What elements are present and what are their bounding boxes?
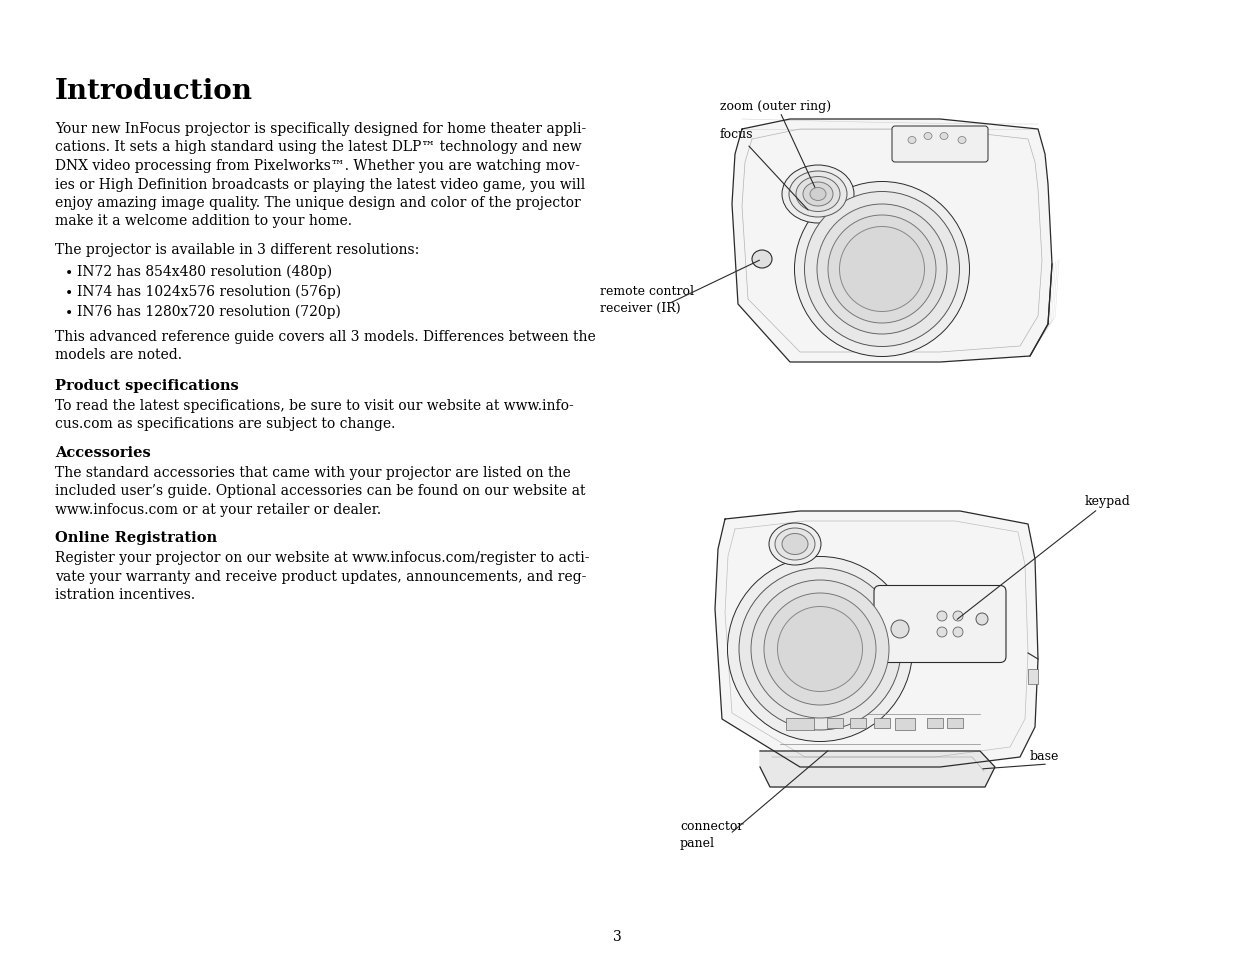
Text: Your new InFocus projector is specifically designed for home theater appli-: Your new InFocus projector is specifical… xyxy=(56,122,587,136)
Bar xyxy=(827,719,844,728)
Ellipse shape xyxy=(778,607,862,692)
Text: focus: focus xyxy=(720,128,753,141)
Text: enjoy amazing image quality. The unique design and color of the projector: enjoy amazing image quality. The unique … xyxy=(56,195,580,210)
Text: To read the latest specifications, be sure to visit our website at www.info-: To read the latest specifications, be su… xyxy=(56,398,574,413)
FancyBboxPatch shape xyxy=(874,586,1007,662)
Polygon shape xyxy=(760,751,995,787)
Text: IN72 has 854x480 resolution (480p): IN72 has 854x480 resolution (480p) xyxy=(77,265,332,279)
Text: The projector is available in 3 different resolutions:: The projector is available in 3 differen… xyxy=(56,243,419,256)
FancyBboxPatch shape xyxy=(892,127,988,163)
Text: •: • xyxy=(65,267,73,281)
Text: ies or High Definition broadcasts or playing the latest video game, you will: ies or High Definition broadcasts or pla… xyxy=(56,177,585,192)
Text: included user’s guide. Optional accessories can be found on our website at: included user’s guide. Optional accessor… xyxy=(56,484,585,498)
Text: www.infocus.com or at your retailer or dealer.: www.infocus.com or at your retailer or d… xyxy=(56,502,382,517)
Bar xyxy=(850,719,866,728)
Ellipse shape xyxy=(782,166,853,224)
Ellipse shape xyxy=(908,137,916,144)
Ellipse shape xyxy=(739,568,902,730)
Ellipse shape xyxy=(890,620,909,639)
Bar xyxy=(895,719,915,730)
Ellipse shape xyxy=(940,133,948,140)
Ellipse shape xyxy=(953,612,963,621)
Polygon shape xyxy=(732,120,1052,363)
Ellipse shape xyxy=(776,529,815,560)
Text: 3: 3 xyxy=(613,929,621,943)
Ellipse shape xyxy=(769,523,821,565)
Ellipse shape xyxy=(937,627,947,638)
Text: vate your warranty and receive product updates, announcements, and reg-: vate your warranty and receive product u… xyxy=(56,569,587,583)
Text: •: • xyxy=(65,307,73,320)
Text: models are noted.: models are noted. xyxy=(56,348,182,362)
Polygon shape xyxy=(715,512,1037,767)
Text: Online Registration: Online Registration xyxy=(56,531,217,545)
Text: Product specifications: Product specifications xyxy=(56,378,238,393)
Bar xyxy=(785,719,814,730)
Ellipse shape xyxy=(751,580,889,719)
Ellipse shape xyxy=(976,614,988,625)
Ellipse shape xyxy=(797,177,840,213)
Ellipse shape xyxy=(818,205,947,335)
Text: The standard accessories that came with your projector are listed on the: The standard accessories that came with … xyxy=(56,465,571,479)
Text: IN74 has 1024x576 resolution (576p): IN74 has 1024x576 resolution (576p) xyxy=(77,285,341,299)
Ellipse shape xyxy=(924,133,932,140)
Ellipse shape xyxy=(803,183,832,207)
Text: cus.com as specifications are subject to change.: cus.com as specifications are subject to… xyxy=(56,417,395,431)
Bar xyxy=(927,719,944,728)
Ellipse shape xyxy=(789,172,847,218)
Ellipse shape xyxy=(804,193,960,347)
Bar xyxy=(874,719,890,728)
Bar xyxy=(947,719,963,728)
Ellipse shape xyxy=(937,612,947,621)
Ellipse shape xyxy=(958,137,966,144)
Ellipse shape xyxy=(810,189,826,201)
Ellipse shape xyxy=(794,182,969,357)
Ellipse shape xyxy=(953,627,963,638)
Text: This advanced reference guide covers all 3 models. Differences between the: This advanced reference guide covers all… xyxy=(56,330,595,344)
Text: connector
panel: connector panel xyxy=(680,820,743,849)
Text: istration incentives.: istration incentives. xyxy=(56,588,195,602)
Ellipse shape xyxy=(827,215,936,324)
Text: remote control
receiver (IR): remote control receiver (IR) xyxy=(600,285,694,314)
Text: •: • xyxy=(65,287,73,301)
Text: keypad: keypad xyxy=(1086,495,1131,507)
Text: zoom (outer ring): zoom (outer ring) xyxy=(720,100,831,112)
Text: Introduction: Introduction xyxy=(56,78,253,105)
Text: base: base xyxy=(1030,749,1060,762)
Text: DNX video processing from Pixelworks™. Whether you are watching mov-: DNX video processing from Pixelworks™. W… xyxy=(56,159,580,172)
Ellipse shape xyxy=(727,557,913,741)
Text: Register your projector on our website at www.infocus.com/register to acti-: Register your projector on our website a… xyxy=(56,551,589,565)
Ellipse shape xyxy=(840,227,925,313)
Text: Accessories: Accessories xyxy=(56,446,151,459)
Ellipse shape xyxy=(782,534,808,555)
Bar xyxy=(1028,669,1037,684)
Text: cations. It sets a high standard using the latest DLP™ technology and new: cations. It sets a high standard using t… xyxy=(56,140,582,154)
Ellipse shape xyxy=(764,594,876,705)
Ellipse shape xyxy=(752,251,772,269)
Text: make it a welcome addition to your home.: make it a welcome addition to your home. xyxy=(56,214,352,229)
Text: IN76 has 1280x720 resolution (720p): IN76 has 1280x720 resolution (720p) xyxy=(77,305,341,319)
